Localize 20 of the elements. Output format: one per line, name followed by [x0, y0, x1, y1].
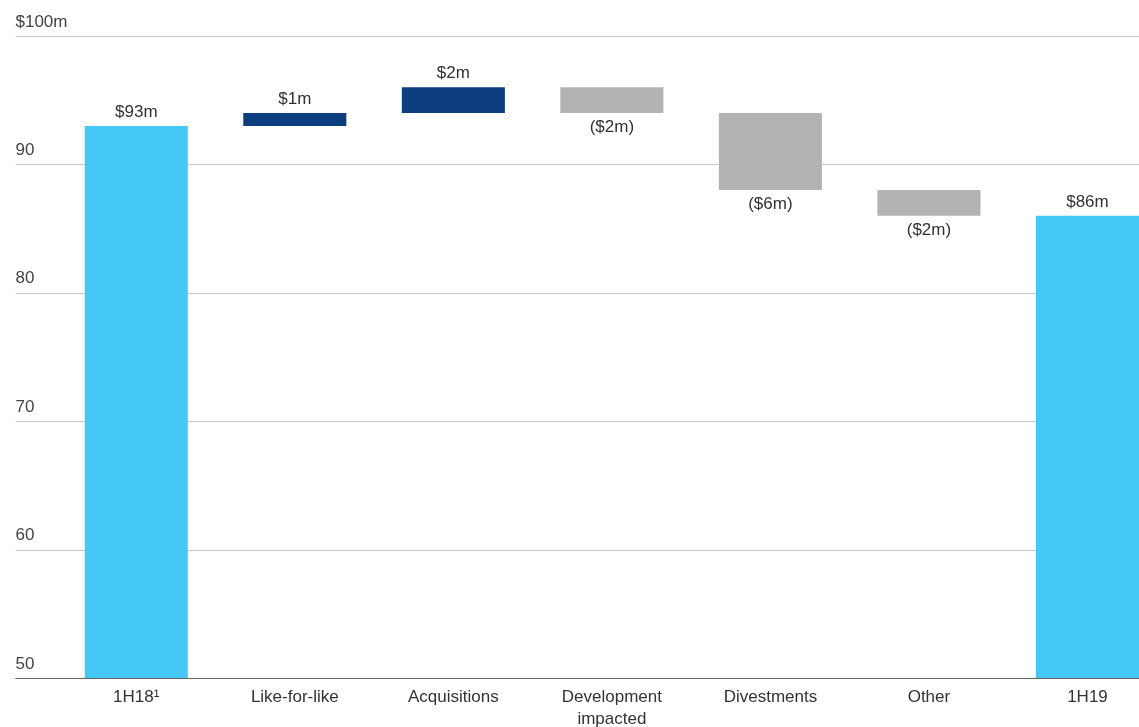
- y-tick-label: 70: [15, 396, 35, 416]
- data-label: $1m: [278, 89, 312, 109]
- y-tick-label: 90: [15, 139, 35, 159]
- x-tick-label: 1H18¹: [113, 686, 160, 706]
- data-label: $86m: [1066, 191, 1109, 211]
- x-tick-label: Other: [907, 686, 951, 706]
- data-label: ($6m): [748, 194, 793, 214]
- x-tick-label: 1H19: [1067, 686, 1108, 706]
- y-tick-label: $100m: [15, 11, 68, 31]
- x-tick-label: Development impacted: [561, 686, 663, 727]
- y-tick-label: 80: [15, 268, 35, 288]
- x-tick-label: Acquisitions: [407, 686, 499, 706]
- data-label: $93m: [115, 101, 158, 121]
- data-label: ($2m): [906, 219, 952, 239]
- y-tick-label: 50: [15, 653, 35, 673]
- y-tick-label: 60: [15, 525, 35, 545]
- data-label: $2m: [436, 63, 470, 83]
- x-tick-label: Divestments: [723, 686, 818, 706]
- data-label: ($2m): [589, 117, 635, 137]
- x-tick-label: Like-for-like: [250, 686, 339, 706]
